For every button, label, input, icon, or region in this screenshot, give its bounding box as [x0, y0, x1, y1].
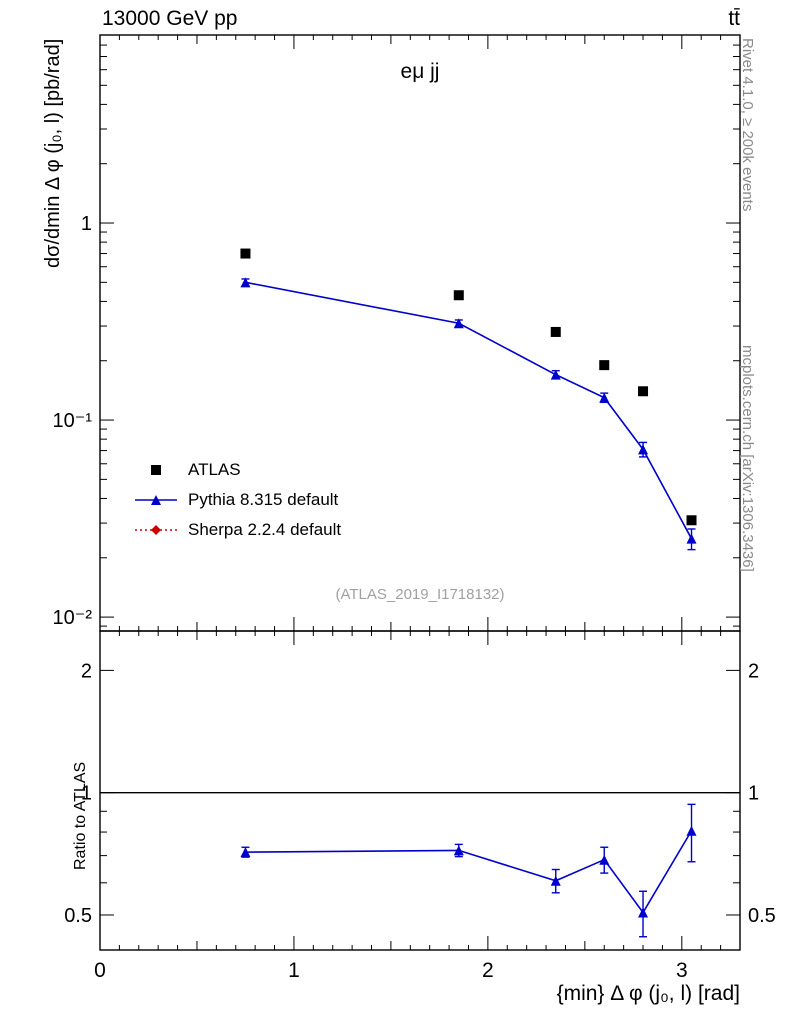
legend-label: Sherpa 2.2.4 default [188, 520, 342, 539]
data-point-triangle [550, 369, 561, 380]
data-point-square [686, 515, 697, 526]
y-tick-label: 2 [81, 660, 92, 682]
data-point-triangle [453, 318, 464, 329]
square-legend-marker-icon [151, 465, 161, 475]
data-point-square [240, 248, 251, 259]
series-line [245, 830, 693, 914]
x-tick-label: 0 [94, 959, 106, 982]
legend-item: ATLAS [134, 455, 341, 485]
data-point-triangle [240, 277, 251, 288]
legend-item: Sherpa 2.2.4 default [134, 515, 341, 545]
data-point-triangle [240, 847, 251, 858]
x-tick-label: 3 [676, 959, 688, 982]
ratio-panel-frame [99, 630, 741, 951]
y-tick-label: 2 [748, 660, 759, 682]
legend-label: Pythia 8.315 default [188, 490, 339, 509]
mcplots-citation-note: mcplots.cern.ch [arXiv:1306.3436] [739, 345, 756, 572]
legend-label: ATLAS [188, 460, 241, 479]
data-point-triangle [453, 845, 464, 856]
x-tick-label: 2 [482, 959, 494, 982]
series-line [245, 281, 693, 540]
data-point-square [453, 290, 464, 301]
y-tick-label: 0.5 [64, 905, 92, 927]
data-point-diamond [151, 525, 161, 535]
x-tick-label: 1 [288, 959, 300, 982]
beam-energy-title: 13000 GeV pp [102, 7, 238, 30]
process-title: tt̄ [728, 7, 740, 30]
data-point-square [550, 326, 561, 337]
diamond-legend-marker-icon [135, 525, 177, 535]
triangle-legend-marker-icon [135, 495, 177, 505]
y-tick-label: 10⁻¹ [53, 410, 93, 432]
data-point-triangle [638, 907, 649, 918]
data-point-triangle [686, 533, 697, 544]
y-tick-label: 1 [81, 783, 92, 805]
data-point-triangle [151, 495, 161, 505]
y-tick-label: 0.5 [748, 905, 776, 927]
data-point-triangle [550, 875, 561, 886]
data-point-square [638, 386, 649, 397]
legend-item: Pythia 8.315 default [134, 485, 341, 515]
x-axis-title: {min} Δ φ (j₀, l) [rad] [556, 982, 740, 1005]
data-point-triangle [686, 825, 697, 836]
data-point-triangle [599, 854, 610, 865]
legend: ATLAS Pythia 8.315 default Sherpa 2.2.4 de… [134, 455, 341, 545]
y-tick-label: 10⁻² [53, 607, 93, 629]
observable-title: eμ jj [400, 60, 440, 83]
data-point-triangle [638, 444, 649, 455]
main-y-axis-title: dσ/dmin Δ φ (j₀, l) [pb/rad] [42, 38, 64, 268]
ratio-y-axis-title: Ratio to ATLAS [72, 761, 89, 870]
y-tick-label: 1 [748, 783, 759, 805]
analysis-id-watermark: (ATLAS_2019_I1718132) [335, 586, 505, 603]
rivet-version-note: Rivet 4.1.0, ≥ 200k events [739, 38, 756, 212]
data-point-square [599, 360, 610, 371]
y-tick-label: 1 [81, 213, 92, 235]
data-point-square [151, 465, 161, 475]
data-point-triangle [599, 392, 610, 403]
